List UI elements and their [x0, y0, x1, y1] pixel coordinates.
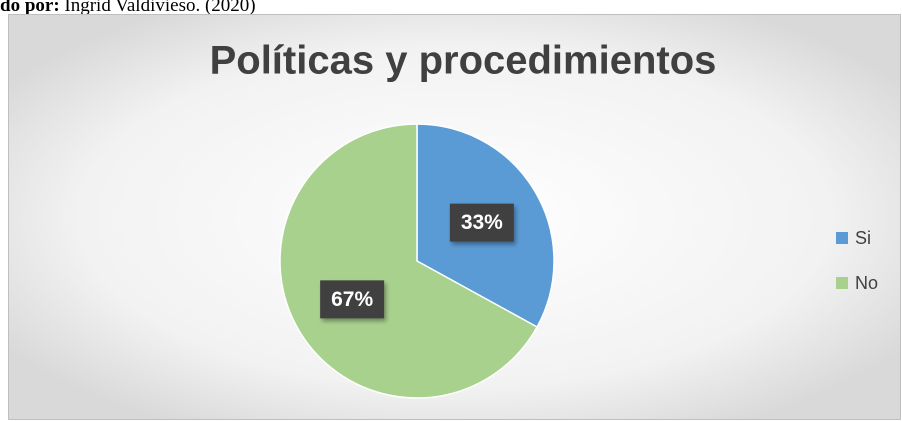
legend-label: No: [855, 273, 878, 293]
pie-slice: [279, 123, 539, 399]
data-label-box: [449, 203, 514, 242]
data-label-box: [320, 280, 385, 319]
legend-label: Si: [855, 228, 871, 248]
data-label: 33%: [461, 211, 503, 234]
data-label: 67%: [331, 288, 373, 311]
caption: do por: Ingrid Valdivieso. (2020): [0, 0, 256, 16]
legend-swatch: [836, 277, 848, 289]
chart-title: Políticas y procedimientos: [210, 39, 717, 83]
legend-swatch: [836, 232, 848, 244]
caption-text: Ingrid Valdivieso. (2020): [64, 0, 255, 16]
caption-label: do por:: [0, 0, 60, 16]
